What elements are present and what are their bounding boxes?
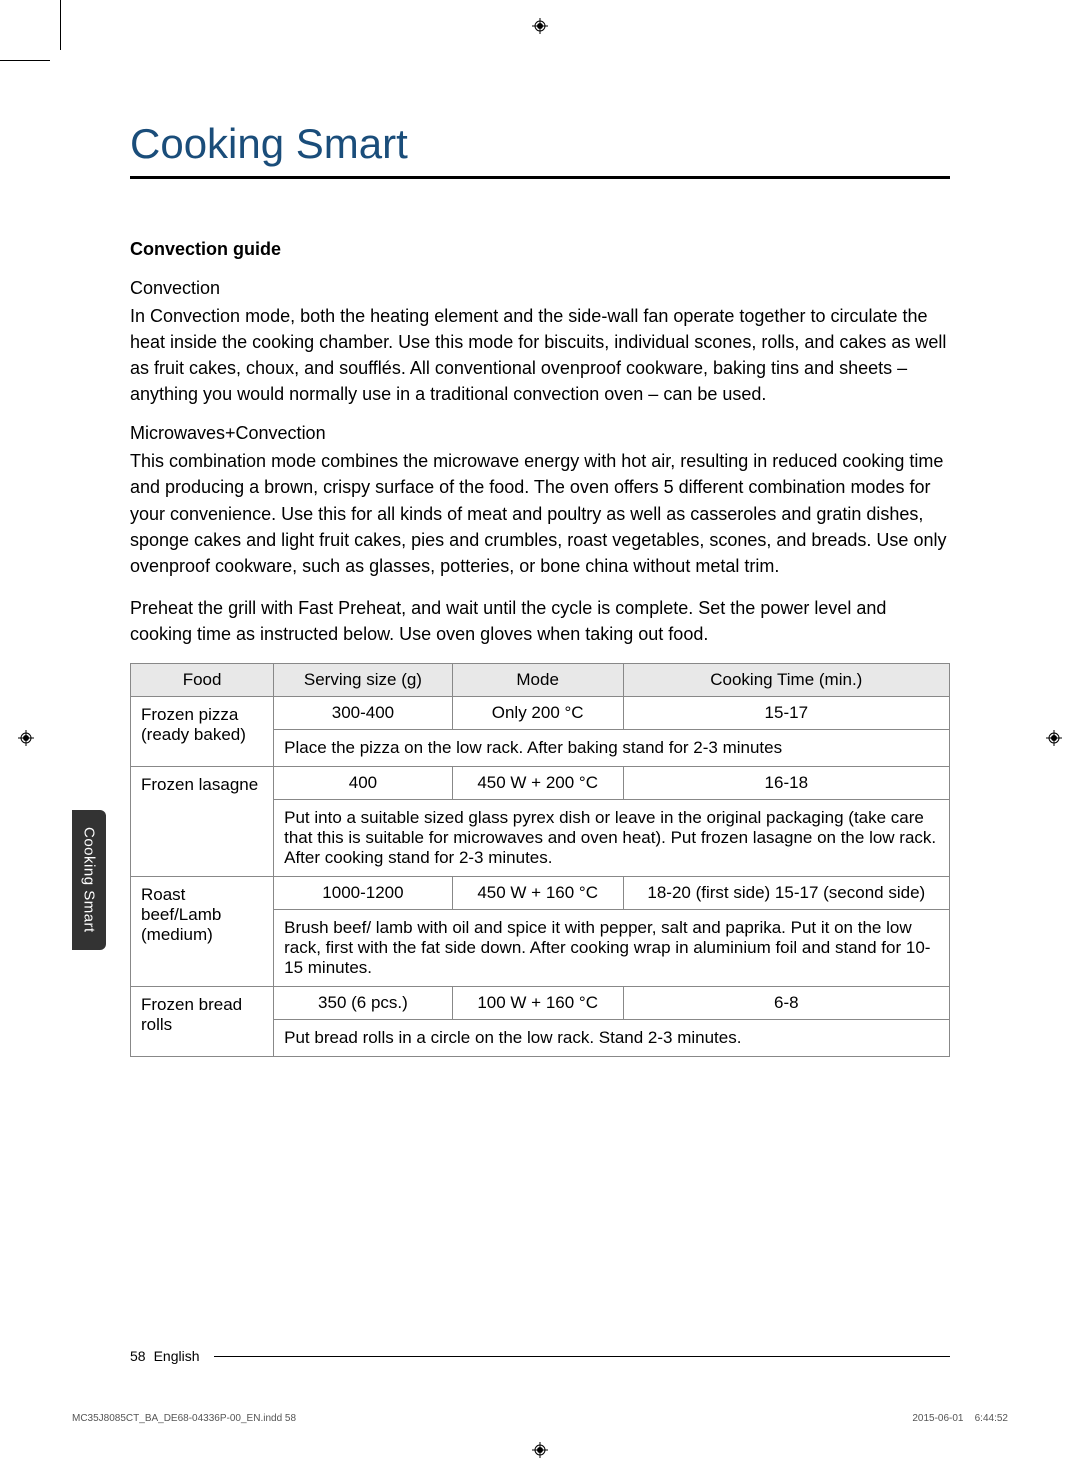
cell-mode: Only 200 °C	[452, 697, 623, 730]
registration-mark-icon	[532, 1442, 548, 1458]
table-row: Frozen lasagne 400 450 W + 200 °C 16-18	[131, 767, 950, 800]
col-mode: Mode	[452, 664, 623, 697]
cell-food: Frozen pizza (ready baked)	[131, 697, 274, 767]
cell-time: 18-20 (first side) 15-17 (second side)	[623, 877, 949, 910]
cell-mode: 450 W + 160 °C	[452, 877, 623, 910]
table-row: Frozen bread rolls 350 (6 pcs.) 100 W + …	[131, 987, 950, 1020]
cell-serving: 400	[274, 767, 453, 800]
print-footer: MC35J8085CT_BA_DE68-04336P-00_EN.indd 58…	[72, 1413, 1008, 1424]
print-time: 6:44:52	[975, 1413, 1008, 1424]
table-row: Roast beef/Lamb (medium) 1000-1200 450 W…	[131, 877, 950, 910]
mw-conv-heading: Microwaves+Convection	[130, 423, 950, 444]
cell-time: 15-17	[623, 697, 949, 730]
cell-serving: 300-400	[274, 697, 453, 730]
col-time: Cooking Time (min.)	[623, 664, 949, 697]
print-file: MC35J8085CT_BA_DE68-04336P-00_EN.indd 58	[72, 1413, 296, 1424]
convection-heading: Convection	[130, 278, 950, 299]
cell-food: Roast beef/Lamb (medium)	[131, 877, 274, 987]
title-underline	[130, 176, 950, 179]
language-label: English	[154, 1348, 200, 1364]
cooking-table: Food Serving size (g) Mode Cooking Time …	[130, 663, 950, 1057]
sidebar-tab: Cooking Smart	[72, 810, 106, 950]
cell-serving: 1000-1200	[274, 877, 453, 910]
print-date: 2015-06-01	[912, 1413, 963, 1424]
cell-food: Frozen bread rolls	[131, 987, 274, 1057]
cell-mode: 450 W + 200 °C	[452, 767, 623, 800]
cell-desc: Brush beef/ lamb with oil and spice it w…	[274, 910, 950, 987]
footer-line	[214, 1356, 951, 1357]
preheat-body: Preheat the grill with Fast Preheat, and…	[130, 595, 950, 647]
col-food: Food	[131, 664, 274, 697]
cell-desc: Put bread rolls in a circle on the low r…	[274, 1020, 950, 1057]
page-number: 58	[130, 1348, 146, 1364]
sidebar-label: Cooking Smart	[81, 827, 98, 933]
cell-food: Frozen lasagne	[131, 767, 274, 877]
cell-time: 6-8	[623, 987, 949, 1020]
registration-mark-icon	[1046, 730, 1062, 746]
page-footer: 58 English	[130, 1348, 950, 1364]
cell-serving: 350 (6 pcs.)	[274, 987, 453, 1020]
mw-conv-body: This combination mode combines the micro…	[130, 448, 950, 578]
registration-mark-icon	[18, 730, 34, 746]
cell-desc: Put into a suitable sized glass pyrex di…	[274, 800, 950, 877]
cell-time: 16-18	[623, 767, 949, 800]
table-row: Frozen pizza (ready baked) 300-400 Only …	[131, 697, 950, 730]
col-serving: Serving size (g)	[274, 664, 453, 697]
cell-desc: Place the pizza on the low rack. After b…	[274, 730, 950, 767]
registration-mark-icon	[532, 18, 548, 34]
crop-line	[60, 0, 61, 50]
page-content: Cooking Smart Convection guide Convectio…	[130, 120, 950, 1057]
convection-body: In Convection mode, both the heating ele…	[130, 303, 950, 407]
convection-guide-heading: Convection guide	[130, 239, 950, 260]
cell-mode: 100 W + 160 °C	[452, 987, 623, 1020]
crop-line	[0, 60, 50, 61]
page-title: Cooking Smart	[130, 120, 950, 168]
